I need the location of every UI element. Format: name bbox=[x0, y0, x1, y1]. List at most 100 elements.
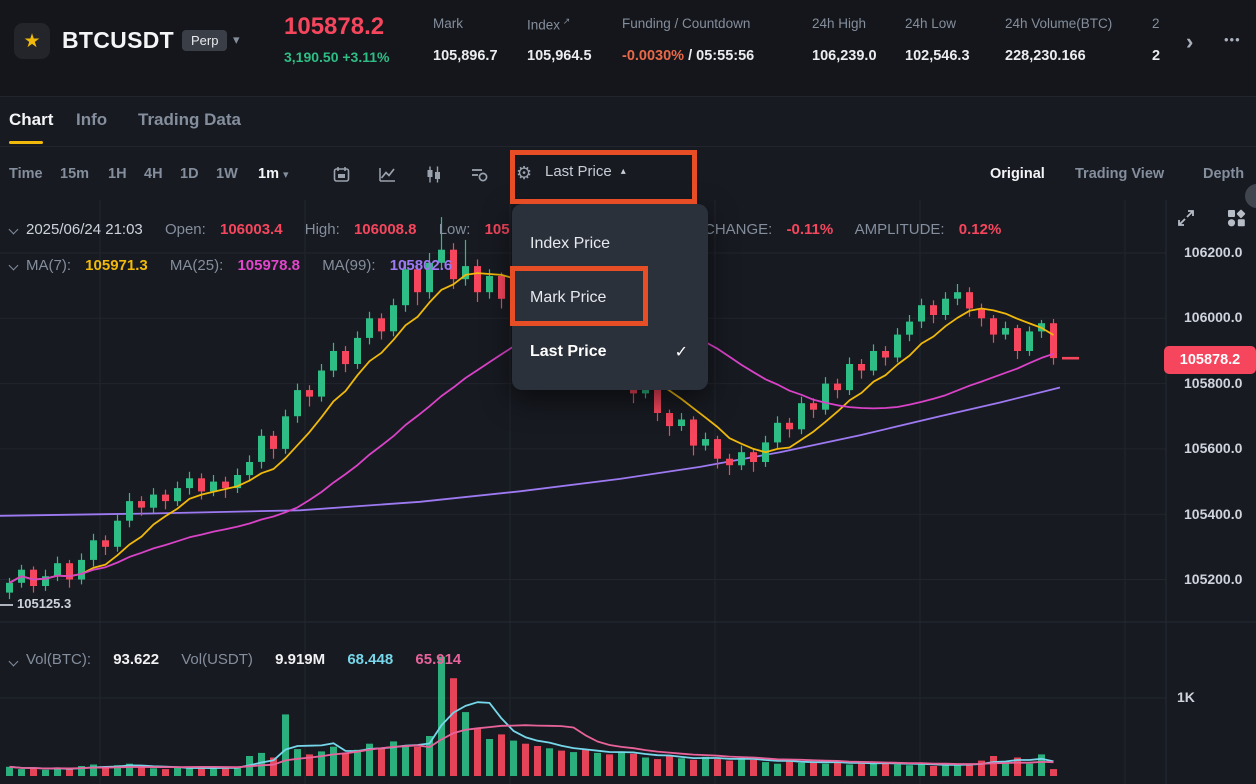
calendar-icon[interactable] bbox=[332, 165, 351, 184]
line-chart-icon[interactable] bbox=[378, 165, 397, 184]
symbol-title[interactable]: BTCUSDT bbox=[62, 27, 174, 53]
tab-bar: Chart Info Trading Data bbox=[0, 97, 1256, 227]
interval-1h[interactable]: 1H bbox=[108, 166, 127, 182]
amplitude-label: AMPLITUDE: bbox=[854, 221, 945, 238]
fullscreen-expand-icon[interactable] bbox=[1176, 208, 1196, 228]
ma7-value: 105971.3 bbox=[85, 257, 148, 274]
open-label: Open: bbox=[164, 221, 206, 238]
more-menu-icon[interactable]: ••• bbox=[1224, 32, 1241, 47]
header: ★ BTCUSDT Perp ▾ 105878.2 3,190.50 +3.11… bbox=[0, 0, 1256, 97]
change-amplitude-row: CHANGE: -0.11% AMPLITUDE: 0.12% bbox=[704, 221, 1001, 238]
price-axis-label: 106000.0 bbox=[1184, 309, 1243, 325]
ma7-label: MA(7): bbox=[26, 257, 71, 274]
high-label: 24h High bbox=[812, 16, 867, 31]
star-glyph: ★ bbox=[23, 30, 41, 52]
candle-datetime: 2025/06/24 21:03 bbox=[26, 221, 143, 238]
interval-4h[interactable]: 4H bbox=[144, 166, 163, 182]
symbol-dropdown-caret-icon[interactable]: ▾ bbox=[233, 32, 240, 47]
last-price-axis-badge: 105878.2 bbox=[1164, 346, 1256, 374]
open-value: 106003.4 bbox=[220, 221, 283, 238]
vol-ma-slow-value: 65.914 bbox=[415, 651, 462, 668]
high-value: 106008.8 bbox=[353, 221, 417, 238]
price-type-dropdown-menu: Index Price Mark Price Last Price ✓ bbox=[512, 204, 708, 390]
volume-axis-label: 1K bbox=[1177, 689, 1195, 705]
interval-caret-icon: ▾ bbox=[283, 169, 289, 181]
interval-selected-text: 1m bbox=[258, 166, 279, 182]
funding-sep: / bbox=[684, 48, 697, 64]
high-label: High: bbox=[304, 221, 340, 238]
change-value: -0.11% bbox=[786, 221, 834, 238]
favorite-star-icon[interactable]: ★ bbox=[14, 23, 50, 59]
price-axis-label: 105400.0 bbox=[1184, 506, 1243, 522]
view-mode-original[interactable]: Original bbox=[990, 166, 1045, 182]
interval-15m[interactable]: 15m bbox=[60, 166, 90, 182]
volume-btc-value: 228,230.166 bbox=[1005, 48, 1086, 64]
amplitude-value: 0.12% bbox=[958, 221, 1002, 238]
interval-selected[interactable]: 1m ▾ bbox=[258, 166, 289, 182]
index-label-text: Index bbox=[527, 17, 561, 33]
vol-usdt-value: 9.919M bbox=[275, 651, 326, 668]
mark-label: Mark bbox=[433, 16, 463, 31]
vol-btc-value: 93.622 bbox=[113, 651, 160, 668]
ohlc-row: 2025/06/24 21:03 Open: 106003.4 High: 10… bbox=[26, 221, 510, 238]
low-value: 102,546.3 bbox=[905, 48, 970, 64]
ma25-value: 105978.8 bbox=[237, 257, 301, 274]
ma99-value: 105802.6 bbox=[389, 257, 453, 274]
floating-widget-partial[interactable] bbox=[1245, 184, 1256, 208]
menu-item-label: Last Price bbox=[530, 343, 607, 360]
settings-gear-icon[interactable]: ⚙ bbox=[516, 163, 533, 183]
menu-item-mark-price[interactable]: Mark Price bbox=[512, 271, 708, 325]
mark-value: 105,896.7 bbox=[433, 48, 498, 64]
price-axis-label: 105600.0 bbox=[1184, 440, 1243, 456]
funding-rate: -0.0030% bbox=[622, 48, 685, 64]
layout-grid-icon[interactable] bbox=[1226, 208, 1246, 228]
interval-1w[interactable]: 1W bbox=[216, 166, 238, 182]
chart-toolbar: Time 15m 1H 4H 1D 1W 1m ▾ ⚙ bbox=[0, 147, 1256, 203]
price-type-button[interactable]: Last Price ▴ bbox=[545, 163, 626, 180]
low-label: 24h Low bbox=[905, 16, 957, 31]
change-label: CHANGE: bbox=[704, 221, 773, 238]
ma99-label: MA(99): bbox=[322, 257, 376, 274]
price-type-button-label: Last Price bbox=[545, 163, 612, 180]
high-value: 106,239.0 bbox=[812, 48, 877, 64]
stat-clipped-column: 2 2 bbox=[1152, 0, 1166, 97]
vol-btc-label: Vol(BTC): bbox=[26, 651, 92, 668]
tab-chart[interactable]: Chart bbox=[9, 110, 54, 129]
indicator-icon[interactable] bbox=[470, 165, 489, 184]
menu-item-label: Mark Price bbox=[530, 289, 607, 306]
low-value-clipped: 105 bbox=[484, 221, 510, 238]
volume-btc-label: 24h Volume(BTC) bbox=[1005, 16, 1113, 31]
stats-scroll-right-icon[interactable]: › bbox=[1186, 29, 1194, 54]
price-type-caret-up-icon: ▴ bbox=[620, 166, 626, 177]
price-change: 3,190.50 +3.11% bbox=[284, 49, 390, 65]
index-value: 105,964.5 bbox=[527, 48, 592, 64]
session-low-marker: 105125.3 bbox=[17, 596, 72, 611]
price-axis-label: 105200.0 bbox=[1184, 571, 1243, 587]
price-tick bbox=[0, 604, 13, 606]
funding-label: Funding / Countdown bbox=[622, 16, 751, 31]
view-mode-tradingview[interactable]: Trading View bbox=[1075, 166, 1165, 182]
price-axis-label: 106200.0 bbox=[1184, 244, 1243, 260]
funding-countdown: 05:55:56 bbox=[696, 48, 755, 64]
funding-value: -0.0030% / 05:55:56 bbox=[622, 48, 754, 64]
index-label[interactable]: Index ↗ bbox=[527, 16, 570, 33]
interval-1d[interactable]: 1D bbox=[180, 166, 199, 182]
candlestick-icon[interactable] bbox=[424, 165, 443, 184]
last-price: 105878.2 bbox=[284, 13, 385, 40]
menu-item-index-price[interactable]: Index Price bbox=[512, 217, 708, 271]
active-tab-underline bbox=[9, 141, 43, 144]
ma-row: MA(7): 105971.3 MA(25): 105978.8 MA(99):… bbox=[26, 257, 452, 274]
tab-info[interactable]: Info bbox=[76, 110, 108, 129]
view-mode-depth[interactable]: Depth bbox=[1203, 166, 1245, 182]
clipped-label: 2 bbox=[1152, 16, 1160, 31]
vol-ma-fast-value: 68.448 bbox=[347, 651, 394, 668]
menu-item-last-price[interactable]: Last Price ✓ bbox=[512, 325, 708, 379]
check-icon: ✓ bbox=[674, 344, 688, 361]
ma25-label: MA(25): bbox=[169, 257, 224, 274]
external-link-icon: ↗ bbox=[562, 16, 571, 26]
interval-time[interactable]: Time bbox=[9, 166, 43, 182]
low-label: Low: bbox=[438, 221, 471, 238]
tab-trading-data[interactable]: Trading Data bbox=[138, 110, 241, 129]
